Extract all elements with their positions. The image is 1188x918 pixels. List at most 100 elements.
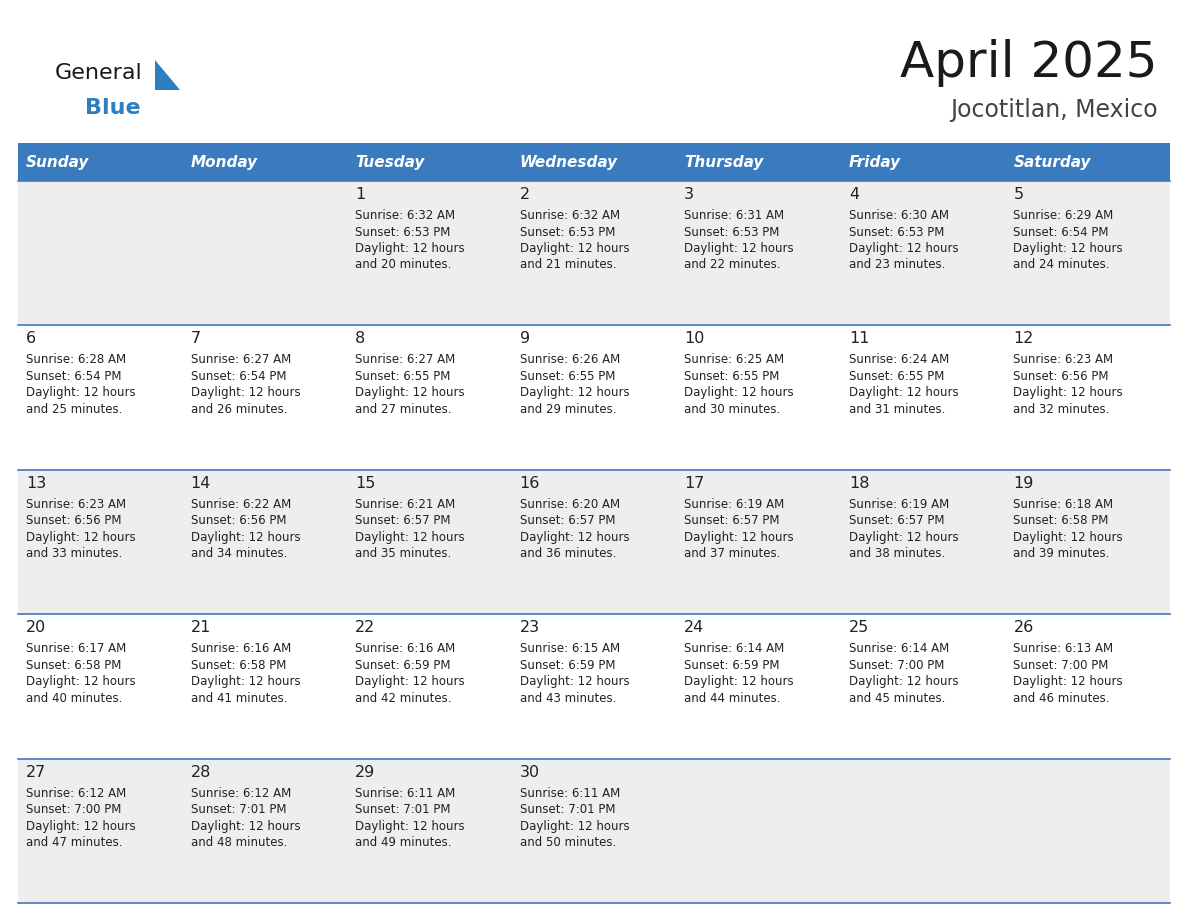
Text: Sunset: 6:53 PM: Sunset: 6:53 PM xyxy=(355,226,450,239)
FancyBboxPatch shape xyxy=(347,143,512,181)
Text: Thursday: Thursday xyxy=(684,154,764,170)
FancyBboxPatch shape xyxy=(512,143,676,181)
Text: Sunrise: 6:16 AM: Sunrise: 6:16 AM xyxy=(355,643,455,655)
Text: 14: 14 xyxy=(190,476,211,491)
Text: Daylight: 12 hours: Daylight: 12 hours xyxy=(355,242,465,255)
Text: 9: 9 xyxy=(519,331,530,346)
Text: Daylight: 12 hours: Daylight: 12 hours xyxy=(1013,386,1123,399)
FancyBboxPatch shape xyxy=(18,758,1170,903)
Text: 30: 30 xyxy=(519,765,539,779)
Text: Saturday: Saturday xyxy=(1013,154,1091,170)
Text: Sunset: 6:58 PM: Sunset: 6:58 PM xyxy=(26,659,121,672)
Text: Daylight: 12 hours: Daylight: 12 hours xyxy=(355,820,465,833)
Text: and 20 minutes.: and 20 minutes. xyxy=(355,259,451,272)
Text: Sunset: 6:53 PM: Sunset: 6:53 PM xyxy=(849,226,944,239)
Text: Sunrise: 6:14 AM: Sunrise: 6:14 AM xyxy=(849,643,949,655)
FancyBboxPatch shape xyxy=(18,325,1170,470)
Text: Sunset: 7:01 PM: Sunset: 7:01 PM xyxy=(519,803,615,816)
Text: General: General xyxy=(55,63,143,83)
Text: Daylight: 12 hours: Daylight: 12 hours xyxy=(190,676,301,688)
Text: Sunrise: 6:25 AM: Sunrise: 6:25 AM xyxy=(684,353,784,366)
Text: and 48 minutes.: and 48 minutes. xyxy=(190,836,287,849)
Text: 27: 27 xyxy=(26,765,46,779)
Text: 25: 25 xyxy=(849,621,870,635)
Text: Sunset: 6:55 PM: Sunset: 6:55 PM xyxy=(355,370,450,383)
Text: Sunset: 6:55 PM: Sunset: 6:55 PM xyxy=(684,370,779,383)
Text: and 41 minutes.: and 41 minutes. xyxy=(190,691,287,705)
Text: 24: 24 xyxy=(684,621,704,635)
Text: Daylight: 12 hours: Daylight: 12 hours xyxy=(190,820,301,833)
Text: and 23 minutes.: and 23 minutes. xyxy=(849,259,946,272)
Text: Sunrise: 6:11 AM: Sunrise: 6:11 AM xyxy=(519,787,620,800)
Text: and 34 minutes.: and 34 minutes. xyxy=(190,547,287,560)
Text: and 27 minutes.: and 27 minutes. xyxy=(355,403,451,416)
Text: Sunset: 6:59 PM: Sunset: 6:59 PM xyxy=(519,659,615,672)
Text: Tuesday: Tuesday xyxy=(355,154,424,170)
Text: Sunset: 7:00 PM: Sunset: 7:00 PM xyxy=(26,803,121,816)
Text: Sunset: 6:53 PM: Sunset: 6:53 PM xyxy=(519,226,615,239)
Text: 5: 5 xyxy=(1013,187,1024,202)
Text: Daylight: 12 hours: Daylight: 12 hours xyxy=(519,676,630,688)
Text: 22: 22 xyxy=(355,621,375,635)
Text: Sunset: 6:56 PM: Sunset: 6:56 PM xyxy=(26,514,121,527)
Text: Daylight: 12 hours: Daylight: 12 hours xyxy=(26,386,135,399)
FancyBboxPatch shape xyxy=(183,143,347,181)
Text: Sunrise: 6:12 AM: Sunrise: 6:12 AM xyxy=(26,787,126,800)
Text: and 22 minutes.: and 22 minutes. xyxy=(684,259,781,272)
Text: 17: 17 xyxy=(684,476,704,491)
Text: Daylight: 12 hours: Daylight: 12 hours xyxy=(849,386,959,399)
Text: and 43 minutes.: and 43 minutes. xyxy=(519,691,617,705)
Text: Daylight: 12 hours: Daylight: 12 hours xyxy=(519,531,630,543)
Text: and 21 minutes.: and 21 minutes. xyxy=(519,259,617,272)
Text: Sunset: 7:01 PM: Sunset: 7:01 PM xyxy=(355,803,450,816)
Text: Sunrise: 6:30 AM: Sunrise: 6:30 AM xyxy=(849,209,949,222)
Text: Sunset: 6:58 PM: Sunset: 6:58 PM xyxy=(1013,514,1108,527)
Text: and 49 minutes.: and 49 minutes. xyxy=(355,836,451,849)
Text: and 46 minutes.: and 46 minutes. xyxy=(1013,691,1110,705)
Text: Sunrise: 6:22 AM: Sunrise: 6:22 AM xyxy=(190,498,291,510)
Text: Sunset: 7:01 PM: Sunset: 7:01 PM xyxy=(190,803,286,816)
Text: 13: 13 xyxy=(26,476,46,491)
Text: Daylight: 12 hours: Daylight: 12 hours xyxy=(355,386,465,399)
Text: 15: 15 xyxy=(355,476,375,491)
Text: and 40 minutes.: and 40 minutes. xyxy=(26,691,122,705)
Text: 1: 1 xyxy=(355,187,366,202)
Text: 2: 2 xyxy=(519,187,530,202)
Text: Daylight: 12 hours: Daylight: 12 hours xyxy=(26,531,135,543)
Text: and 35 minutes.: and 35 minutes. xyxy=(355,547,451,560)
Text: Daylight: 12 hours: Daylight: 12 hours xyxy=(519,386,630,399)
Text: Sunrise: 6:13 AM: Sunrise: 6:13 AM xyxy=(1013,643,1113,655)
FancyBboxPatch shape xyxy=(18,614,1170,758)
Text: and 39 minutes.: and 39 minutes. xyxy=(1013,547,1110,560)
Text: Sunset: 6:54 PM: Sunset: 6:54 PM xyxy=(1013,226,1108,239)
Text: Sunrise: 6:11 AM: Sunrise: 6:11 AM xyxy=(355,787,455,800)
Text: Sunrise: 6:31 AM: Sunrise: 6:31 AM xyxy=(684,209,784,222)
Text: Daylight: 12 hours: Daylight: 12 hours xyxy=(26,820,135,833)
Text: Sunrise: 6:20 AM: Sunrise: 6:20 AM xyxy=(519,498,620,510)
Text: and 37 minutes.: and 37 minutes. xyxy=(684,547,781,560)
Text: Daylight: 12 hours: Daylight: 12 hours xyxy=(684,676,794,688)
Text: Sunrise: 6:19 AM: Sunrise: 6:19 AM xyxy=(684,498,784,510)
Text: Sunrise: 6:32 AM: Sunrise: 6:32 AM xyxy=(519,209,620,222)
Text: and 42 minutes.: and 42 minutes. xyxy=(355,691,451,705)
Text: Daylight: 12 hours: Daylight: 12 hours xyxy=(519,820,630,833)
Text: Daylight: 12 hours: Daylight: 12 hours xyxy=(190,531,301,543)
Text: and 50 minutes.: and 50 minutes. xyxy=(519,836,615,849)
FancyBboxPatch shape xyxy=(676,143,841,181)
Text: Daylight: 12 hours: Daylight: 12 hours xyxy=(26,676,135,688)
Text: Sunrise: 6:23 AM: Sunrise: 6:23 AM xyxy=(1013,353,1113,366)
Text: 3: 3 xyxy=(684,187,694,202)
Text: and 47 minutes.: and 47 minutes. xyxy=(26,836,122,849)
Text: Daylight: 12 hours: Daylight: 12 hours xyxy=(519,242,630,255)
Text: Sunrise: 6:21 AM: Sunrise: 6:21 AM xyxy=(355,498,455,510)
Text: Sunset: 6:55 PM: Sunset: 6:55 PM xyxy=(849,370,944,383)
FancyBboxPatch shape xyxy=(18,470,1170,614)
Text: Sunday: Sunday xyxy=(26,154,89,170)
FancyBboxPatch shape xyxy=(1005,143,1170,181)
Text: Sunset: 6:57 PM: Sunset: 6:57 PM xyxy=(519,514,615,527)
Text: Sunrise: 6:24 AM: Sunrise: 6:24 AM xyxy=(849,353,949,366)
Text: and 32 minutes.: and 32 minutes. xyxy=(1013,403,1110,416)
Text: Sunrise: 6:19 AM: Sunrise: 6:19 AM xyxy=(849,498,949,510)
Text: and 30 minutes.: and 30 minutes. xyxy=(684,403,781,416)
Text: Sunset: 6:56 PM: Sunset: 6:56 PM xyxy=(1013,370,1108,383)
